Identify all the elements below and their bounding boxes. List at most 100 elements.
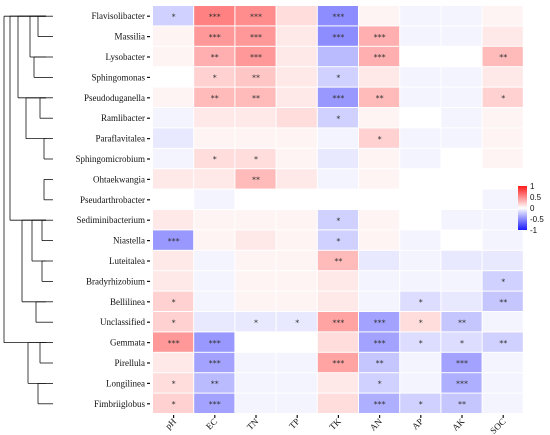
- heatmap-cell: [482, 128, 523, 148]
- heatmap-cell: [153, 108, 194, 128]
- significance-mark: *: [336, 114, 340, 123]
- heatmap-cell: [359, 67, 400, 87]
- significance-mark: *: [501, 94, 505, 103]
- heatmap-cell: [194, 108, 235, 128]
- significance-mark: *: [419, 298, 423, 307]
- heatmap-cell: [441, 393, 482, 413]
- heatmap-cell: [235, 312, 276, 332]
- heatmap-cell: [235, 271, 276, 291]
- row-label: Sediminibacterium: [77, 215, 145, 225]
- heatmap-cell: [400, 169, 441, 189]
- significance-mark: ***: [332, 94, 344, 103]
- significance-mark: *: [172, 400, 176, 409]
- heatmap-cell: [482, 250, 523, 271]
- heatmap-cell: [276, 128, 317, 148]
- column-label: SOC: [488, 416, 507, 435]
- row-label: Sphingomonas: [91, 72, 145, 82]
- heatmap-cell: [400, 373, 441, 393]
- heatmap-cell: [317, 87, 358, 107]
- heatmap-cell: [317, 108, 358, 128]
- heatmap-cell: [441, 312, 482, 332]
- row-label: Unclassified: [100, 317, 145, 327]
- heatmap-cell: [235, 373, 276, 393]
- significance-mark: *: [419, 318, 423, 327]
- significance-mark: *: [172, 298, 176, 307]
- heatmap-cell: [441, 169, 482, 189]
- color-legend: 1 0.5 0 -0.5 -1: [518, 182, 544, 235]
- heatmap-cell: [153, 393, 194, 413]
- heatmap-cell: [235, 230, 276, 250]
- heatmap-cell: [441, 271, 482, 291]
- column-label: TP: [287, 416, 302, 431]
- heatmap-cell: [194, 393, 235, 413]
- heatmap-cell: [194, 148, 235, 169]
- significance-mark: ***: [250, 12, 262, 21]
- row-label: Sphingomicrobium: [76, 154, 146, 164]
- heatmap-cell: [153, 332, 194, 352]
- heatmap-cell: [317, 6, 358, 26]
- heatmap-cell: [276, 250, 317, 271]
- heatmap-cell: [482, 352, 523, 373]
- significance-mark: ***: [374, 318, 386, 327]
- legend-colorbar: [518, 186, 527, 230]
- significance-mark: ***: [250, 33, 262, 42]
- heatmap-cell: [359, 250, 400, 271]
- heatmap-cell: [276, 108, 317, 128]
- heatmap-cell: [400, 352, 441, 373]
- heatmap-cell: [235, 108, 276, 128]
- heatmap-cell: [276, 46, 317, 67]
- significance-mark: *: [378, 135, 382, 144]
- significance-mark: *: [336, 237, 340, 246]
- column-label: AK: [450, 416, 467, 433]
- significance-mark: *: [419, 400, 423, 409]
- heatmap-cell: [276, 26, 317, 46]
- heatmap-cells: [153, 6, 523, 413]
- heatmap-cell: [359, 189, 400, 209]
- heatmap-cell: [400, 271, 441, 291]
- heatmap-cell: [317, 373, 358, 393]
- significance-mark: **: [376, 94, 384, 103]
- heatmap-cell: [482, 373, 523, 393]
- heatmap-cell: [441, 250, 482, 271]
- heatmap-cell: [153, 189, 194, 209]
- heatmap-cell: [317, 67, 358, 87]
- heatmap-cell: [235, 128, 276, 148]
- significance-mark: ***: [374, 33, 386, 42]
- heatmap-cell: [276, 373, 317, 393]
- legend-tick-label: 1: [530, 182, 535, 191]
- heatmap-cell: [441, 230, 482, 250]
- heatmap-cell: [441, 67, 482, 87]
- row-label: Paraflavitalea: [96, 134, 145, 144]
- heatmap-cell: [482, 393, 523, 413]
- heatmap-cell: [482, 210, 523, 230]
- significance-mark: **: [376, 359, 384, 368]
- heatmap-cell: [400, 148, 441, 169]
- legend-tick-label: 0.5: [530, 193, 542, 202]
- heatmap-cell: [276, 312, 317, 332]
- heatmap-cell: [194, 87, 235, 107]
- legend-tick-label: 0: [530, 204, 535, 213]
- heatmap-cell: [194, 67, 235, 87]
- significance-mark: ***: [168, 339, 180, 348]
- heatmap-cell: [153, 250, 194, 271]
- heatmap-cell: [276, 393, 317, 413]
- heatmap-cell: [276, 210, 317, 230]
- heatmap-cell: [400, 291, 441, 311]
- heatmap-cell: [317, 393, 358, 413]
- heatmap-cell: [194, 332, 235, 352]
- heatmap-cell: [359, 26, 400, 46]
- row-label: Pseudarthrobacter: [80, 195, 145, 205]
- significance-mark: *: [213, 155, 217, 164]
- heatmap-cell: [359, 312, 400, 332]
- heatmap-cell: [441, 87, 482, 107]
- row-label: Lysobacter: [106, 52, 146, 62]
- heatmap-cell: [482, 271, 523, 291]
- column-labels: pH EC TN TP TK AN AP AK SOC: [163, 415, 508, 435]
- significance-mark: ***: [332, 318, 344, 327]
- heatmap-cell: [194, 352, 235, 373]
- significance-mark: ***: [332, 12, 344, 21]
- heatmap-cell: [482, 108, 523, 128]
- heatmap-cell: [441, 148, 482, 169]
- significance-mark: **: [458, 318, 466, 327]
- heatmap-cell: [194, 46, 235, 67]
